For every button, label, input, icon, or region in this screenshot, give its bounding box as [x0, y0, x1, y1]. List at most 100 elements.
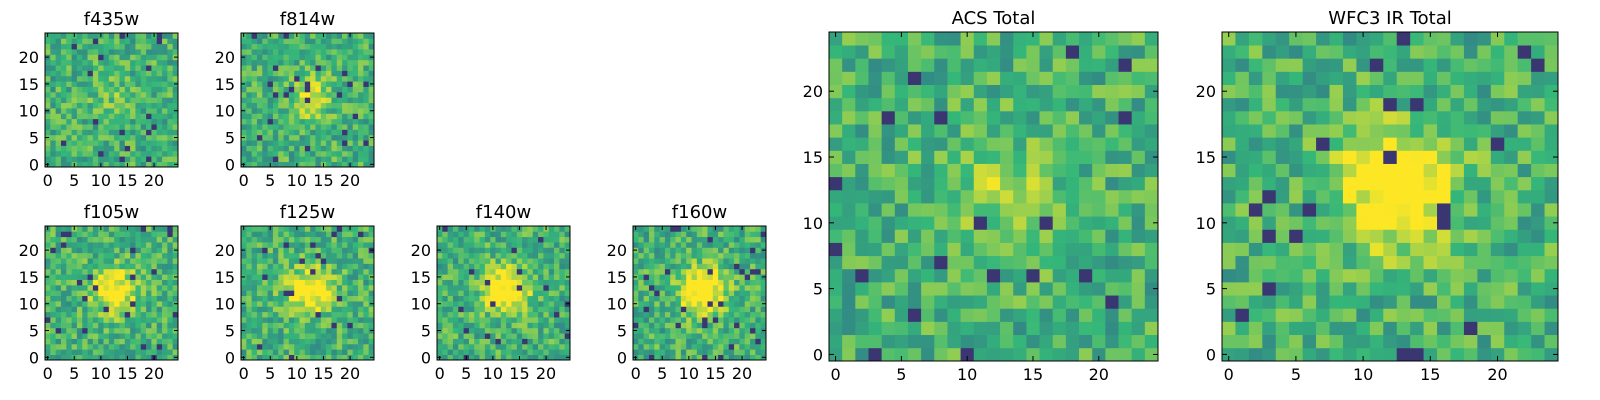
heatmap-cell [315, 86, 322, 93]
heatmap-cell [702, 231, 708, 238]
heatmap-cell [734, 284, 740, 291]
heatmap-cell [352, 86, 359, 93]
heatmap-cell [92, 258, 99, 264]
heatmap-cell [60, 263, 67, 270]
heatmap-cell [1144, 110, 1159, 125]
heatmap-cell [267, 306, 274, 313]
heatmap-cell [278, 86, 284, 93]
heatmap-cell [463, 317, 470, 323]
heatmap-cell [288, 247, 295, 254]
heatmap-cell [511, 284, 518, 291]
heatmap-cell [251, 322, 258, 329]
heatmap-cell [894, 58, 909, 72]
heatmap-cell [723, 349, 730, 355]
heatmap-cell [1026, 150, 1040, 164]
heatmap-cell [538, 306, 544, 313]
heatmap-cell [256, 343, 263, 350]
heatmap-cell [363, 33, 370, 39]
heatmap-cell [119, 150, 126, 157]
heatmap-cell [495, 338, 502, 345]
heatmap-cell [368, 65, 375, 71]
heatmap-cell [66, 134, 72, 141]
heatmap-cell [368, 317, 375, 323]
heatmap-cell [256, 295, 263, 302]
heatmap-cell [108, 333, 115, 339]
heatmap-cell [60, 118, 67, 125]
heatmap-cell [262, 70, 268, 77]
heatmap-cell [511, 349, 518, 355]
heatmap-cell [241, 349, 247, 355]
heatmap-cell [1329, 242, 1344, 257]
heatmap-cell [648, 343, 655, 350]
heatmap-cell [495, 263, 502, 270]
heatmap-cell [119, 311, 126, 318]
heatmap-cell [554, 252, 560, 259]
heatmap-cell [960, 268, 975, 283]
heatmap-cell [114, 279, 120, 286]
heatmap-cell [98, 279, 104, 286]
heatmap-cell [256, 333, 263, 339]
heatmap-cell [310, 349, 316, 355]
heatmap-cell [50, 97, 56, 104]
heatmap-cell [548, 343, 555, 350]
heatmap-cell [124, 65, 131, 71]
heatmap-cell [172, 317, 179, 323]
heatmap-cell [543, 290, 550, 297]
heatmap-cell [103, 258, 110, 264]
heatmap-cell [272, 226, 279, 232]
heatmap-cell [278, 290, 284, 297]
heatmap-cell [1000, 216, 1014, 230]
heatmap-cell [760, 252, 767, 259]
heatmap-cell [82, 156, 88, 162]
heatmap-cell [172, 231, 179, 238]
heatmap-cell [654, 258, 660, 264]
heatmap-cell [1383, 216, 1398, 230]
heatmap-cell [1517, 268, 1532, 283]
heatmap-cell [262, 236, 268, 243]
heatmap-cell [114, 354, 120, 361]
heatmap-cell [256, 226, 263, 232]
heatmap-cell [262, 118, 268, 125]
heatmap-cell [654, 311, 660, 318]
heatmap-cell [1222, 295, 1236, 309]
heatmap-cell [98, 86, 104, 93]
heatmap-cell [103, 268, 110, 275]
heatmap-cell [559, 258, 566, 264]
heatmap-cell [283, 338, 290, 345]
heatmap-cell [347, 311, 354, 318]
heatmap-cell [479, 242, 486, 248]
heatmap-cell [744, 354, 751, 361]
heatmap-cell [299, 333, 306, 339]
heatmap-cell [670, 284, 676, 291]
heatmap-cell [315, 145, 322, 152]
heatmap-cell [172, 86, 179, 93]
heatmap-cell [548, 290, 555, 297]
heatmap-cell [66, 102, 72, 109]
heatmap-cell [664, 301, 671, 307]
heatmap-cell [750, 306, 756, 313]
heatmap-cell [342, 274, 348, 280]
heatmap-cell [135, 86, 142, 93]
heatmap-cell [272, 317, 279, 323]
heatmap-cell [241, 322, 247, 329]
heatmap-cell [855, 124, 869, 138]
heatmap-cell [734, 354, 740, 361]
heatmap-cell [103, 124, 110, 130]
heatmap-cell [633, 242, 639, 248]
heatmap-cell [718, 236, 724, 243]
heatmap-cell [241, 124, 247, 130]
heatmap-cell [336, 290, 343, 297]
heatmap-cell [868, 71, 882, 85]
heatmap-cell [479, 327, 486, 334]
heatmap-cell [564, 322, 571, 329]
heatmap-cell [855, 242, 869, 257]
heatmap-cell [1531, 268, 1545, 283]
heatmap-cell [907, 71, 922, 85]
heatmap-cell [278, 327, 284, 334]
heatmap-cell [829, 110, 843, 125]
heatmap-cell [92, 161, 99, 168]
heatmap-cell [750, 343, 756, 350]
heatmap-cell [294, 231, 300, 238]
heatmap-cell [71, 43, 78, 50]
heatmap-cell [294, 86, 300, 93]
